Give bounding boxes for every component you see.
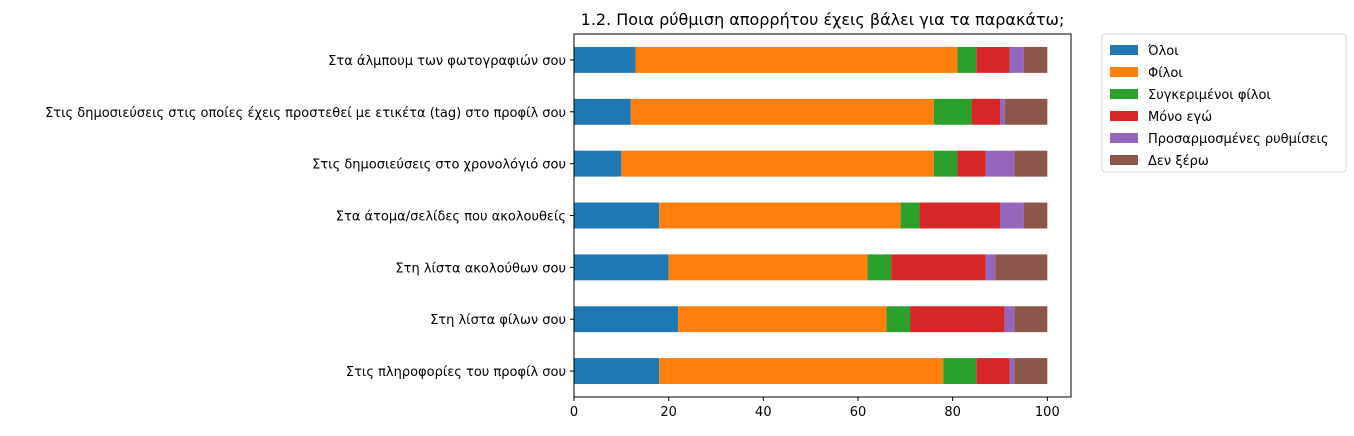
chart-title: 1.2. Ποια ρύθμιση απορρήτου έχεις βάλει …	[581, 10, 1065, 29]
bar-segment	[635, 46, 958, 73]
bar-segment	[574, 358, 660, 385]
bar-segment	[995, 254, 1048, 281]
bar-segment	[1014, 358, 1048, 385]
bar-segment	[574, 202, 660, 229]
bar-segment	[976, 358, 1010, 385]
x-tick-label: 0	[570, 405, 578, 420]
bar-segment	[933, 98, 972, 125]
bar-segment	[943, 358, 977, 385]
legend-label: Συγκεριμένοι φίλοι	[1148, 88, 1271, 103]
bar-segment	[1000, 98, 1005, 125]
legend-swatch	[1110, 89, 1138, 99]
bar-segment	[957, 150, 986, 177]
bar-segment	[659, 202, 901, 229]
legend-label: Προσαρμοσμένες ρυθμίσεις	[1148, 132, 1329, 147]
y-tick-label: Στις δημοσιεύσεις στο χρονολόγιό σου	[312, 158, 566, 173]
bar-segment	[891, 254, 986, 281]
y-tick-label: Στις δημοσιεύσεις στις οποίες έχεις προσ…	[45, 106, 566, 121]
legend-swatch	[1110, 111, 1138, 121]
y-tick-label: Στη λίστα φίλων σου	[430, 313, 566, 328]
x-tick-label: 60	[850, 405, 867, 420]
bar-segment	[630, 98, 934, 125]
bar-segment	[933, 150, 958, 177]
bar-segment	[886, 306, 911, 333]
bar-segment	[574, 150, 622, 177]
bar-segment	[1014, 150, 1048, 177]
bar-segment	[976, 46, 1010, 73]
legend-label: Μόνο εγώ	[1148, 110, 1212, 125]
bar-segment	[1023, 202, 1048, 229]
bars-group	[574, 46, 1048, 385]
bar-segment	[971, 98, 1000, 125]
x-tick-label: 100	[1035, 405, 1060, 420]
bar-segment	[985, 254, 996, 281]
y-tick-label: Στα άτομα/σελίδες που ακολουθείς	[336, 210, 566, 225]
bar-segment	[867, 254, 892, 281]
legend: Όλοι Φίλοι Συγκεριμένοι φίλοι Μόνο εγώ Προσα…	[1101, 33, 1347, 173]
y-tick-label: Στη λίστα ακολούθων σου	[395, 261, 566, 276]
bar-segment	[621, 150, 934, 177]
legend-label: Όλοι	[1147, 44, 1179, 59]
bar-segment	[919, 202, 1000, 229]
legend-swatch	[1110, 67, 1138, 77]
legend-label: Δεν ξέρω	[1148, 154, 1209, 169]
y-tick-label: Στις πληροφορίες του προφίλ σου	[346, 365, 566, 380]
y-tick-label: Στα άλμπουμ των φωτογραφιών σου	[328, 54, 566, 69]
x-axis: 0 20 40 60 80 100	[570, 397, 1060, 420]
bar-segment	[574, 98, 631, 125]
x-tick-label: 20	[660, 405, 677, 420]
bar-segment	[574, 306, 679, 333]
bar-segment	[1004, 98, 1048, 125]
bar-segment	[985, 150, 1015, 177]
plot-frame	[573, 33, 1072, 398]
y-axis-labels: Στα άλμπουμ των φωτογραφιών σου Στις δημο…	[45, 54, 574, 380]
legend-swatch	[1110, 155, 1138, 165]
bar-segment	[668, 254, 868, 281]
bar-segment	[1023, 46, 1048, 73]
legend-swatch	[1110, 45, 1138, 55]
bar-segment	[574, 254, 669, 281]
legend-box	[1101, 33, 1347, 173]
legend-swatch	[1110, 133, 1138, 143]
bar-segment	[659, 358, 944, 385]
bar-segment	[1004, 306, 1015, 333]
bar-segment	[957, 46, 977, 73]
bar-segment	[1009, 358, 1015, 385]
bar-segment	[1014, 306, 1048, 333]
bar-segment	[678, 306, 887, 333]
bar-segment	[574, 46, 636, 73]
bar-segment	[1000, 202, 1024, 229]
x-tick-label: 40	[755, 405, 772, 420]
x-tick-label: 80	[944, 405, 961, 420]
bar-segment	[910, 306, 1005, 333]
bar-segment	[1009, 46, 1024, 73]
bar-segment	[900, 202, 920, 229]
legend-label: Φίλοι	[1148, 66, 1183, 81]
